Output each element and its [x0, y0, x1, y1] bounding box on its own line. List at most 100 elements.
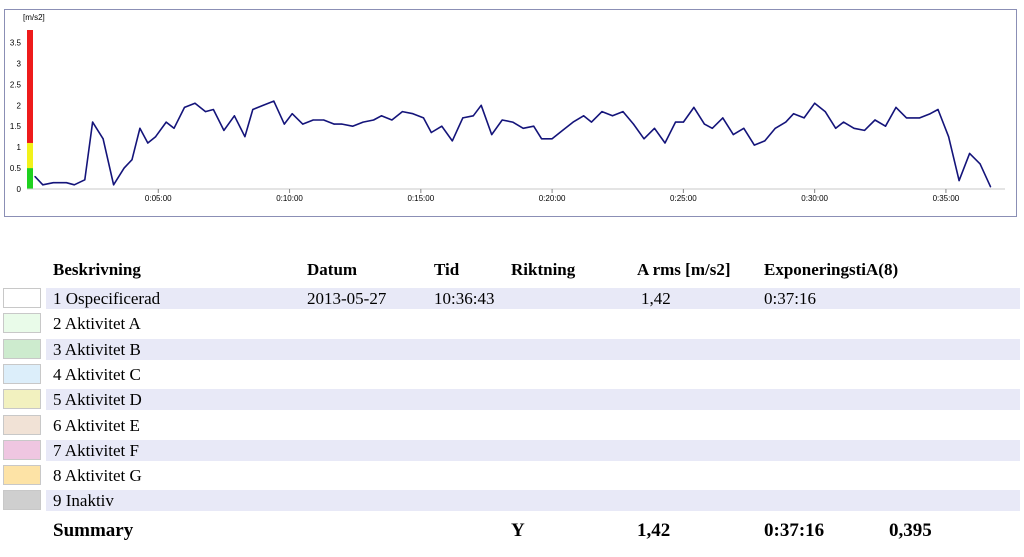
data-point [34, 175, 36, 178]
y-tick-label: 0.5 [10, 164, 22, 173]
row-band [46, 439, 1020, 461]
data-point [372, 119, 375, 121]
scale-bar-segment [27, 142, 33, 169]
activity-label: 7 Aktivitet F [53, 440, 139, 460]
activity-color-swatch[interactable] [3, 414, 41, 435]
data-point [835, 127, 837, 129]
x-tick-label: 0:30:00 [801, 194, 828, 203]
header-beskrivning: Beskrivning [53, 260, 141, 279]
data-point [441, 125, 443, 127]
activity-label: 4 Aktivitet C [53, 364, 141, 384]
data-point [139, 127, 141, 129]
data-point [824, 110, 826, 113]
data-point [223, 129, 225, 132]
data-point [273, 100, 275, 102]
data-point [451, 140, 453, 142]
activity-color-swatch[interactable] [3, 313, 41, 334]
activity-color-swatch[interactable] [3, 465, 41, 486]
activity-label: 6 Aktivitet E [53, 415, 140, 435]
data-point [895, 106, 897, 109]
header-datum: Datum [307, 260, 358, 279]
row-band [46, 415, 1020, 436]
data-point [919, 117, 921, 119]
data-point [252, 108, 254, 111]
activity-label: 2 Aktivitet A [53, 314, 141, 334]
data-point [480, 104, 482, 106]
table-row[interactable]: 6 Aktivitet E [0, 414, 1024, 440]
data-point [711, 127, 713, 129]
data-point [84, 179, 86, 181]
data-point [979, 163, 981, 165]
data-point [601, 110, 603, 113]
y-tick-label: 2.5 [10, 80, 22, 89]
cell-datum: 2013-05-27 [307, 289, 387, 308]
scale-bar-segment [27, 30, 33, 143]
data-point [540, 138, 543, 140]
data-point [693, 106, 695, 109]
data-point [968, 152, 971, 155]
row-band [46, 465, 1020, 486]
cell-tid: 10:36:43 [434, 289, 495, 308]
header-riktning: Riktning [511, 260, 576, 279]
activity-color-swatch[interactable] [3, 288, 41, 308]
data-point [722, 117, 724, 119]
x-tick-label: 0:35:00 [933, 194, 960, 203]
data-point [341, 123, 343, 125]
vibration-chart: [m/s2] 0 0.5 1 1.5 2 2.5 3 3.5 0:05:00 0:10:00 0:15… [10, 13, 1005, 203]
activity-color-swatch[interactable] [3, 338, 41, 359]
data-point [147, 142, 149, 144]
activity-label: 3 Aktivitet B [53, 339, 141, 359]
table-row[interactable]: 8 Aktivitet G [0, 465, 1024, 490]
data-point [155, 136, 157, 138]
data-point [131, 159, 133, 161]
header-exponering: ExponeringstiA(8) [764, 260, 899, 279]
data-point [52, 182, 54, 184]
data-point [92, 121, 94, 123]
data-point [291, 113, 293, 115]
activity-label: 1 Ospecificerad [53, 289, 161, 308]
x-tick-label: 0:15:00 [407, 194, 434, 203]
data-point [323, 119, 325, 121]
activity-color-swatch[interactable] [3, 389, 41, 410]
data-point [165, 121, 167, 123]
data-point [785, 121, 787, 123]
table-row[interactable]: 4 Aktivitet C [0, 363, 1024, 389]
header-tid: Tid [434, 260, 460, 279]
y-tick-label: 3.5 [10, 39, 22, 48]
data-point [674, 121, 677, 123]
data-point [362, 121, 364, 123]
data-point [491, 134, 493, 136]
cell-arms: 1,42 [641, 289, 671, 308]
data-point [173, 127, 175, 129]
activity-color-swatch[interactable] [3, 490, 41, 511]
table-row[interactable]: 5 Aktivitet D [0, 389, 1024, 414]
row-band [46, 288, 1020, 309]
data-point [302, 123, 304, 125]
table-row[interactable]: 1 Ospecificerad 2013-05-27 10:36:43 1,42 0:3… [0, 288, 1024, 313]
data-point [905, 117, 908, 119]
vibration-chart-panel: [m/s2] 0 0.5 1 1.5 2 2.5 3 3.5 0:05:00 0:10:00 0:15… [4, 9, 1017, 217]
data-point [102, 138, 104, 140]
data-point [422, 117, 425, 119]
activity-color-swatch[interactable] [3, 363, 41, 384]
data-point [351, 125, 354, 127]
data-point [472, 115, 474, 117]
header-arms: A rms [m/s2] [637, 260, 731, 279]
table-row[interactable]: 7 Aktivitet F [0, 439, 1024, 465]
table-row[interactable]: 9 Inaktiv [0, 490, 1024, 515]
row-band [46, 364, 1020, 385]
y-axis-label: [m/s2] [23, 13, 45, 22]
x-tick-label: 0:05:00 [145, 194, 172, 203]
data-point [583, 115, 585, 117]
data-point [212, 108, 215, 111]
data-point [753, 144, 755, 146]
table-row[interactable]: 3 Aktivitet B [0, 338, 1024, 364]
table-row[interactable]: 2 Aktivitet A [0, 313, 1024, 338]
row-band [46, 313, 1020, 334]
activity-color-swatch[interactable] [3, 439, 41, 460]
data-point [333, 123, 335, 125]
data-point [123, 167, 125, 169]
data-point [653, 127, 656, 129]
summary-label: Summary [53, 520, 134, 541]
y-tick-label: 1 [17, 143, 22, 152]
